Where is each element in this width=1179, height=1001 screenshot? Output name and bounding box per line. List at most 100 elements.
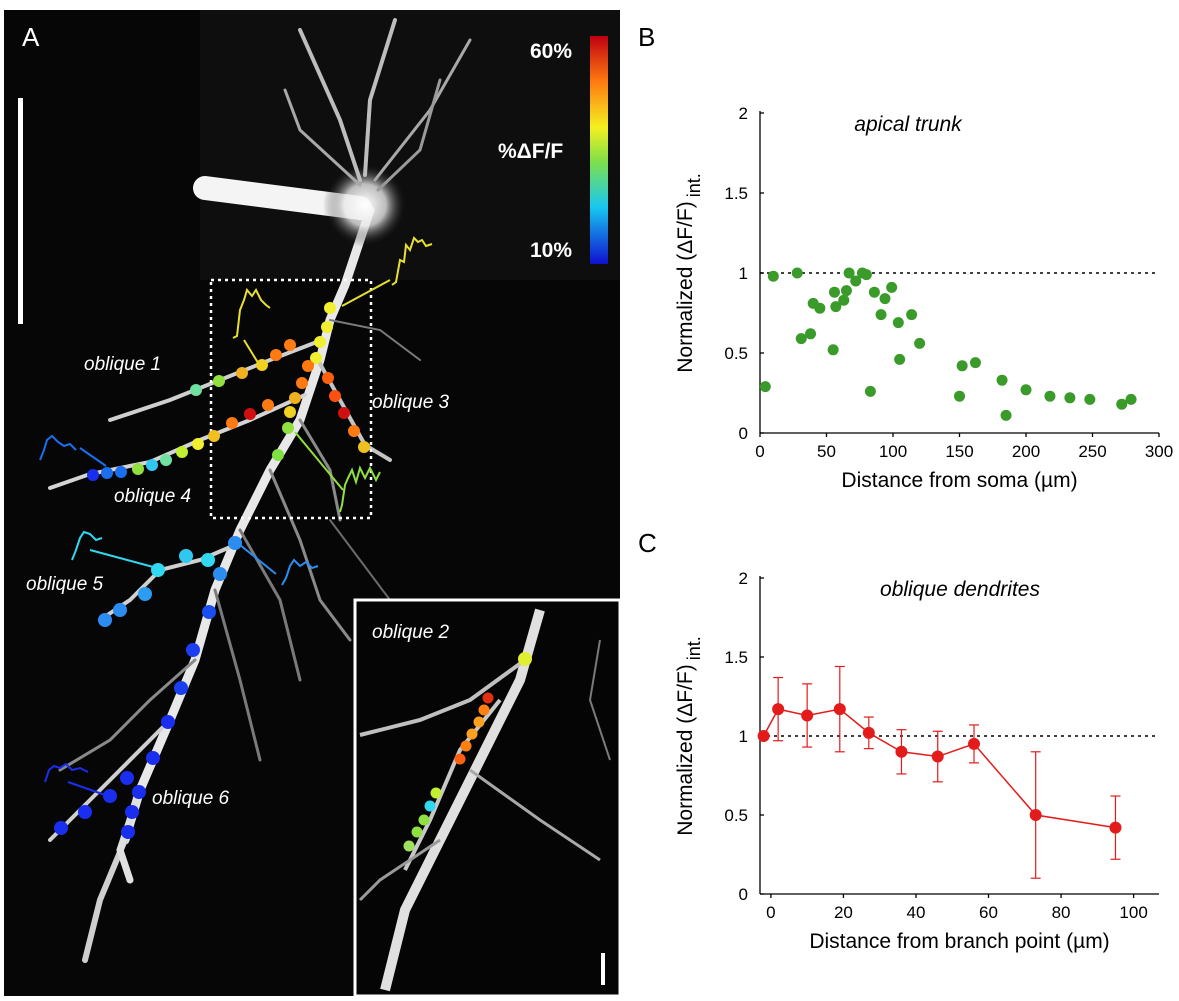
roi-box xyxy=(209,278,373,520)
data-point xyxy=(968,737,981,750)
roi-dot xyxy=(161,715,175,729)
y-tick-label: 2 xyxy=(739,104,748,123)
colorbar xyxy=(590,36,608,264)
y-tick-label: 2 xyxy=(739,569,748,588)
x-tick-label: 0 xyxy=(755,442,764,461)
trace-green-oblique-3 xyxy=(339,465,381,513)
roi-dot xyxy=(262,399,274,411)
inset-roi-dot xyxy=(454,753,466,765)
y-tick-label: 1.5 xyxy=(724,648,748,667)
roi-dot xyxy=(213,375,225,387)
data-point xyxy=(850,275,862,287)
roi-dot xyxy=(113,603,127,617)
data-point xyxy=(914,337,926,349)
inset-roi-dot xyxy=(460,740,472,752)
colorbar-min-label: 10% xyxy=(530,239,573,262)
roi-dot xyxy=(284,406,296,418)
trace-connector-trunk xyxy=(341,279,391,307)
chart-title: oblique dendrites xyxy=(880,578,1040,601)
inset-roi-dot xyxy=(482,692,494,704)
y-tick-label: 1 xyxy=(739,264,748,283)
inset-roi-dot xyxy=(466,728,478,740)
data-point xyxy=(892,317,904,329)
inset-roi-dot xyxy=(518,652,532,666)
roi-dot xyxy=(236,367,248,379)
y-tick-label: 0 xyxy=(739,885,748,904)
panel-letter-b: B xyxy=(638,22,656,52)
data-point xyxy=(827,344,839,356)
inset-roi-dot xyxy=(478,704,490,716)
oblique-6-label: oblique 6 xyxy=(152,788,230,809)
trace-connector-oblique-3 xyxy=(294,431,344,491)
inset-panel xyxy=(353,598,622,998)
inset-roi-dot xyxy=(424,800,436,812)
x-tick-label: 300 xyxy=(1145,442,1173,461)
data-point xyxy=(956,360,968,372)
inset-branch-5 xyxy=(588,639,611,761)
x-tick-label: 0 xyxy=(766,903,775,922)
side-branch-2 xyxy=(268,468,352,642)
inset-branch-3 xyxy=(469,768,601,862)
data-point xyxy=(868,286,880,298)
data-point xyxy=(879,293,891,305)
data-point xyxy=(969,357,981,369)
x-tick-label: 100 xyxy=(879,442,907,461)
data-point xyxy=(830,301,842,313)
trace-blue-oblique-5b xyxy=(281,558,319,586)
roi-dot xyxy=(228,536,242,550)
panel-letter-c: C xyxy=(638,528,657,558)
trace-cyan-oblique-5 xyxy=(71,530,103,561)
colorbar-title: %ΔF/F xyxy=(498,140,564,163)
data-point xyxy=(833,703,846,716)
data-point xyxy=(838,294,850,306)
data-point xyxy=(862,726,875,739)
trace-connector-oblique-5b xyxy=(239,544,277,575)
roi-dot xyxy=(272,449,284,461)
trace-connector-oblique-4 xyxy=(79,447,107,467)
data-point xyxy=(791,267,803,279)
roi-dot xyxy=(348,425,360,437)
x-tick-label: 20 xyxy=(834,903,853,922)
roi-dot xyxy=(115,466,127,478)
roi-dot xyxy=(302,360,314,372)
roi-dot xyxy=(120,771,134,785)
inset-scale-bar xyxy=(601,953,605,985)
trace-yellow-trunk xyxy=(391,236,433,286)
tile-dark-patch xyxy=(200,10,620,280)
roi-dot xyxy=(282,422,294,434)
colorbar-max-label: 60% xyxy=(530,40,573,63)
data-point xyxy=(767,270,779,282)
roi-dot xyxy=(121,825,135,839)
side-branch-6 xyxy=(329,319,421,361)
data-point xyxy=(1084,393,1096,405)
roi-dot xyxy=(358,441,370,453)
roi-dot xyxy=(179,549,193,563)
x-tick-label: 80 xyxy=(1052,903,1071,922)
data-point xyxy=(805,328,817,340)
x-tick-label: 50 xyxy=(817,442,836,461)
data-point xyxy=(996,374,1008,386)
dendrite-tree xyxy=(48,18,472,963)
data-point xyxy=(1000,409,1012,421)
trace-connector-oblique-5 xyxy=(89,549,158,569)
roi-dot xyxy=(146,751,160,765)
roi-dot xyxy=(54,821,68,835)
inset-trunk xyxy=(380,608,545,992)
data-point xyxy=(840,285,852,297)
roi-dot xyxy=(174,681,188,695)
oblique-1-label: oblique 1 xyxy=(84,354,162,375)
inset-branch-4 xyxy=(358,838,441,902)
roi-dot xyxy=(146,459,158,471)
y-axis-label: Normalized (ΔF/F) int. xyxy=(674,636,704,836)
inset-roi-dot xyxy=(411,826,423,838)
y-tick-label: 1 xyxy=(739,727,748,746)
side-branch-1 xyxy=(298,418,342,522)
roi-dot xyxy=(132,785,146,799)
roi-dot xyxy=(310,352,322,364)
y-tick-label: 0.5 xyxy=(724,344,748,363)
roi-dot xyxy=(103,789,117,803)
data-point xyxy=(828,286,840,298)
y-tick-label: 1.5 xyxy=(724,184,748,203)
data-point xyxy=(801,709,814,722)
